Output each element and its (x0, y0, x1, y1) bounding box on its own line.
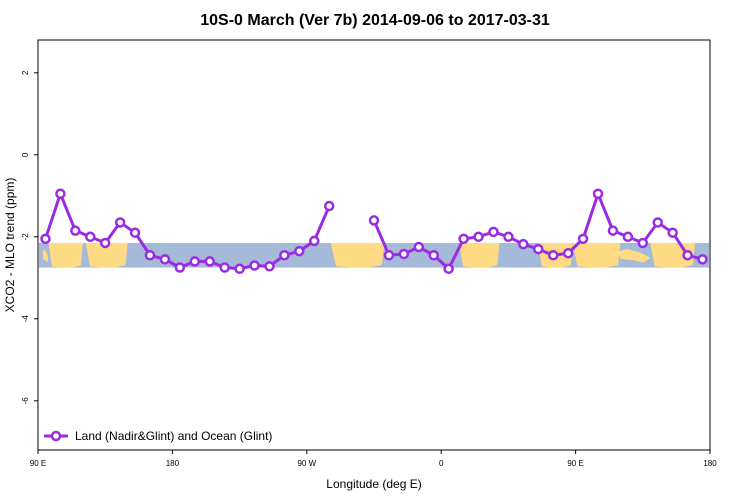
x-tick-label: 90 E (567, 459, 583, 468)
data-point (652, 217, 663, 228)
legend: Land (Nadir&Glint) and Ocean (Glint) (44, 429, 272, 443)
data-point (443, 263, 454, 275)
data-point (159, 254, 171, 265)
data-point (488, 226, 499, 238)
data-point (249, 260, 260, 271)
data-point (204, 256, 215, 267)
data-point (70, 225, 81, 236)
data-point (622, 231, 634, 243)
plot-frame (37, 39, 711, 451)
land-region (64, 249, 80, 263)
data-point (323, 200, 335, 212)
data-point (637, 237, 649, 249)
land-region (572, 242, 621, 268)
data-point (533, 243, 544, 255)
data-point (144, 250, 156, 261)
data-point (219, 262, 230, 273)
data-point (40, 233, 51, 245)
data-point (234, 263, 245, 275)
data-point (413, 241, 425, 253)
x-tick-label: 0 (439, 459, 444, 468)
data-point (294, 245, 305, 257)
data-point (189, 256, 201, 267)
data-point (114, 217, 126, 228)
x-axis-label: Longitude (deg E) (326, 477, 421, 491)
y-tick-label: 2 (21, 70, 30, 75)
data-point (383, 250, 395, 261)
data-point (682, 250, 693, 261)
data-point (592, 188, 604, 199)
land-region (330, 242, 385, 268)
data-point (264, 261, 275, 272)
data-point (368, 215, 380, 226)
data-point (129, 227, 141, 238)
y-tick-label: 0 (21, 152, 30, 157)
x-tick-label: 180 (703, 459, 717, 468)
y-tick-label: -6 (21, 397, 30, 405)
land-region (85, 242, 128, 268)
land-region (459, 242, 500, 268)
x-tick-label: 180 (166, 459, 180, 468)
legend-label: Land (Nadir&Glint) and Ocean (Glint) (75, 429, 272, 443)
data-point (547, 250, 559, 261)
data-point (562, 247, 574, 259)
chart-title: 10S-0 March (Ver 7b) 2014-09-06 to 2017-… (200, 12, 550, 29)
data-point (667, 227, 678, 238)
data-point (99, 237, 111, 249)
data-point (398, 248, 410, 260)
data-point (518, 238, 529, 250)
data-point (607, 225, 619, 236)
data-point (279, 250, 290, 261)
data-point (85, 231, 96, 243)
data-point (577, 233, 589, 245)
data-point (55, 188, 66, 199)
data-point (503, 231, 514, 243)
land-region (42, 249, 49, 263)
land-region (617, 249, 651, 263)
data-point (473, 231, 484, 243)
y-axis-label: XCO2 - MLO trend (ppm) (3, 178, 17, 313)
legend-point-marker (50, 430, 62, 442)
y-tick-label: -4 (21, 315, 30, 323)
data-point (697, 254, 708, 265)
x-tick-label: 90 W (297, 459, 316, 468)
data-point (428, 250, 439, 261)
data-point (309, 235, 320, 247)
axis-ticks: 90 E 180 90 W 0 90 E 180 2 0 -2 -4 -6 (21, 70, 717, 468)
data-point (174, 262, 186, 273)
x-tick-label: 90 E (30, 459, 46, 468)
data-point (458, 233, 469, 245)
background-map (39, 242, 709, 268)
y-tick-label: -2 (21, 233, 30, 241)
series-layer (40, 188, 708, 275)
